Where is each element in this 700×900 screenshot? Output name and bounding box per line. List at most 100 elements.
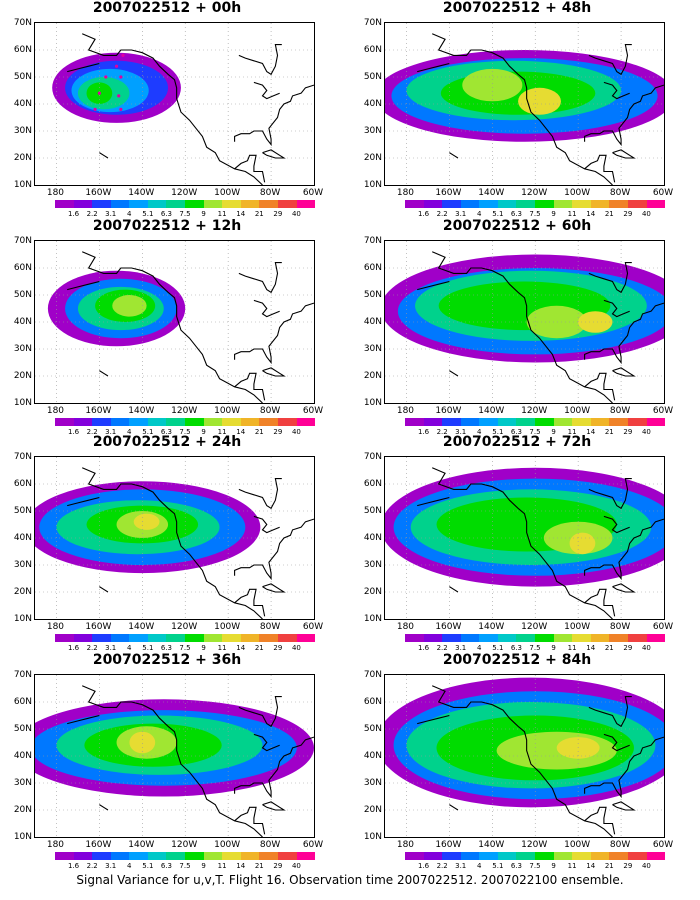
coastline (588, 262, 632, 294)
coastline (588, 696, 632, 728)
coastline (603, 733, 630, 752)
colorbar-swatch (516, 634, 536, 642)
coastline (603, 299, 630, 318)
lat-tick-label: 70N (13, 670, 32, 680)
colorbar-swatch (240, 200, 260, 208)
panel-title: 2007022512 + 24h (92, 434, 242, 450)
variance-contour (578, 311, 613, 333)
coastline (67, 496, 100, 507)
colorbar (55, 852, 316, 860)
variance-map (34, 240, 315, 404)
colorbar-swatch (572, 418, 591, 426)
colorbar-label: 7.5 (529, 210, 541, 218)
colorbar-label: 1.6 (67, 862, 80, 870)
colorbar-label: 29 (273, 428, 283, 436)
coastline (584, 518, 664, 581)
colorbar-swatch (646, 200, 666, 208)
map-canvas (385, 675, 664, 837)
colorbar-swatch (497, 634, 517, 642)
colorbar-label: 29 (623, 862, 633, 870)
variance-map (34, 674, 315, 838)
map-canvas (35, 241, 314, 403)
colorbar-label: 11 (567, 644, 577, 652)
lon-tick-label: 140W (128, 840, 155, 850)
colorbar-swatch (553, 200, 573, 208)
colorbar-swatch (203, 852, 223, 860)
lon-tick-label: 60W (302, 188, 324, 198)
lon-tick-label: 60W (652, 622, 674, 632)
lat-tick-label: 60N (363, 263, 382, 273)
map-canvas (35, 675, 314, 837)
colorbar-label: 2.2 (86, 210, 98, 218)
forecast-panel: 2007022512 + 00h 70N 60N 50N 40N 30N 20N 10N 180… (0, 0, 350, 220)
colorbar-swatch (55, 852, 74, 860)
colorbar-label: 6.3 (510, 428, 522, 436)
colorbar-swatch (55, 418, 74, 426)
lon-tick-label: 100W (564, 622, 591, 632)
colorbar-swatch (92, 634, 111, 642)
colorbar-swatch (609, 634, 628, 642)
lon-tick-label: 60W (302, 406, 324, 416)
colorbar (55, 634, 316, 642)
colorbar-label: 6.3 (510, 862, 522, 870)
coastline (584, 806, 616, 835)
coastline (238, 262, 282, 294)
colorbar-label: 40 (641, 862, 651, 870)
lat-tick-label: 30N (363, 344, 382, 354)
colorbar (405, 418, 666, 426)
colorbar-swatch (423, 200, 443, 208)
lon-tick-label: 80W (609, 406, 631, 416)
colorbar-label: 29 (273, 210, 283, 218)
lon-tick-label: 120W (521, 622, 548, 632)
colorbar-label: 4 (127, 210, 132, 218)
lon-tick-label: 60W (652, 840, 674, 850)
colorbar-label: 7.5 (179, 210, 191, 218)
coastline (234, 302, 314, 365)
colorbar-swatch (516, 852, 536, 860)
coastline (234, 736, 314, 799)
colorbar-swatch (460, 418, 480, 426)
colorbar-label: 9 (551, 644, 556, 652)
lat-tick-label: 60N (13, 263, 32, 273)
colorbar-labels: 1.6 2.2 3.1 4 5.1 6.3 7.5 9 11 14 21 29 40 (405, 862, 665, 872)
colorbar-swatch (572, 634, 591, 642)
colorbar-label: 14 (586, 862, 596, 870)
lon-tick-label: 100W (214, 406, 241, 416)
colorbar-label: 4 (477, 644, 482, 652)
lat-tick-label: 50N (13, 724, 32, 734)
lat-tick-label: 60N (363, 45, 382, 55)
colorbar-label: 29 (623, 644, 633, 652)
colorbar-label: 11 (567, 862, 577, 870)
lon-tick-label: 180 (396, 840, 415, 850)
colorbar (405, 634, 666, 642)
variance-contour (462, 68, 523, 102)
lat-tick-label: 30N (13, 344, 32, 354)
lat-tick-label: 70N (13, 452, 32, 462)
lon-tick-label: 120W (171, 622, 198, 632)
lat-tick-label: 20N (13, 587, 32, 597)
colorbar-swatch (423, 634, 443, 642)
lat-tick-label: 20N (13, 805, 32, 815)
flight-track-point (97, 91, 101, 95)
forecast-panel: 2007022512 + 36h 70N 60N 50N 40N 30N 20N 10N 180… (0, 652, 350, 872)
lon-tick-label: 180 (46, 622, 65, 632)
colorbar-swatch (277, 418, 297, 426)
lon-tick-label: 120W (521, 840, 548, 850)
colorbar-swatch (203, 418, 223, 426)
colorbar-label: 1.6 (417, 428, 430, 436)
colorbar-swatch (166, 200, 186, 208)
colorbar-swatch (442, 418, 461, 426)
map-canvas (35, 457, 314, 619)
variance-contour (569, 532, 596, 555)
colorbar-swatch (627, 418, 647, 426)
lon-tick-label: 120W (521, 406, 548, 416)
colorbar-swatch (259, 634, 278, 642)
colorbar-label: 2.2 (436, 428, 448, 436)
colorbar-label: 3.1 (105, 862, 117, 870)
lon-tick-label: 80W (259, 840, 281, 850)
colorbar-swatch (497, 852, 517, 860)
lon-tick-label: 120W (521, 188, 548, 198)
map-canvas (385, 241, 664, 403)
coastline (603, 515, 630, 534)
colorbar-swatch (296, 418, 316, 426)
